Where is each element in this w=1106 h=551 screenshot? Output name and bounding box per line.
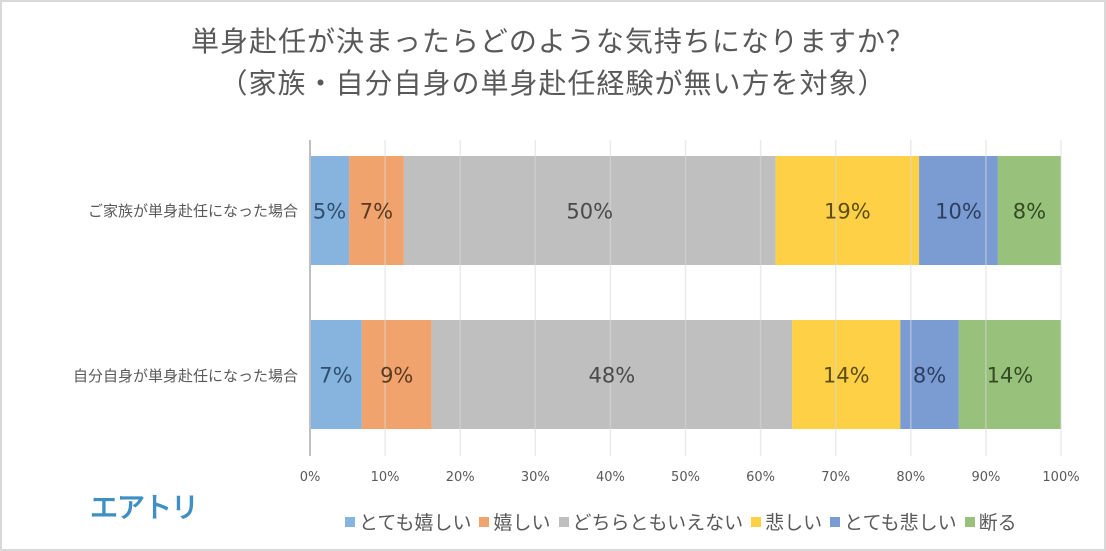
bar-segment — [997, 156, 1061, 265]
legend-label: とても嬉しい — [359, 512, 472, 534]
data-label: 8% — [1013, 200, 1046, 224]
x-tick-label: 50% — [671, 470, 700, 485]
legend-swatch — [479, 516, 490, 527]
data-label: 9% — [380, 364, 413, 388]
data-label: 19% — [824, 200, 871, 224]
data-label: 48% — [589, 364, 636, 388]
x-tick-label: 90% — [971, 470, 1001, 485]
x-tick-label: 30% — [520, 470, 550, 485]
x-tick-label: 70% — [821, 470, 851, 485]
bar-segment — [919, 156, 998, 265]
legend-item: とても悲しい — [830, 508, 957, 535]
x-tick-label: 20% — [445, 470, 475, 485]
bar-segment — [900, 320, 959, 429]
legend-label: 嬉しい — [493, 512, 551, 534]
bar-segment — [958, 320, 1061, 429]
legend-label: どちらともいえない — [572, 512, 744, 534]
airtrip-logo: エアトリ — [90, 491, 199, 524]
bar-segment — [792, 320, 901, 429]
legend-item: 悲しい — [751, 508, 822, 535]
category-label-self: 自分自身が単身赴任になった場合 — [72, 367, 298, 385]
category-label-family: ご家族が単身赴任になった場合 — [87, 202, 298, 220]
bar-segment — [431, 320, 793, 429]
x-tick-label: 10% — [370, 470, 400, 485]
legend-swatch — [964, 516, 975, 527]
data-label: 10% — [935, 200, 982, 224]
legend-swatch — [558, 516, 569, 527]
legend-swatch — [830, 516, 841, 527]
chart-title-line-2: （家族・自分自身の単身赴任経験が無い方を対象） — [219, 67, 887, 100]
legend-label: 断る — [978, 512, 1017, 534]
x-tick-label: 80% — [896, 470, 926, 485]
legend-item: 嬉しい — [479, 508, 551, 535]
data-label: 14% — [823, 364, 870, 388]
data-label: 8% — [913, 364, 946, 388]
legend-item: 断る — [964, 508, 1017, 535]
chart-title-line-1: 単身赴任が決まったらどのような気持ちになりますか？ — [191, 25, 915, 58]
data-label: 5% — [313, 200, 346, 224]
bar-segment — [775, 156, 920, 265]
x-tick-label: 40% — [595, 470, 625, 485]
legend-label: 悲しい — [765, 512, 823, 534]
legend-label: とても悲しい — [844, 512, 957, 534]
bar-segment — [349, 156, 404, 265]
legend: とても嬉しい 嬉しい どちらともいえない 悲しい とても悲しい 断る — [345, 508, 1025, 535]
bar-segment — [310, 320, 362, 429]
bar-segment — [310, 156, 350, 265]
legend-swatch — [345, 516, 355, 527]
bar-segment — [361, 320, 432, 429]
legend-item: とても嬉しい — [345, 508, 471, 535]
data-label: 50% — [566, 200, 613, 224]
x-tick-label: 60% — [746, 470, 776, 485]
data-label: 7% — [319, 364, 352, 388]
data-label: 14% — [987, 364, 1034, 388]
x-tick-label: 100% — [1042, 470, 1080, 485]
legend-swatch — [751, 516, 762, 527]
x-tick-label: 0% — [299, 470, 321, 485]
bar-segment — [403, 156, 776, 265]
legend-item: どちらともいえない — [558, 508, 744, 535]
data-label: 7% — [360, 200, 393, 224]
